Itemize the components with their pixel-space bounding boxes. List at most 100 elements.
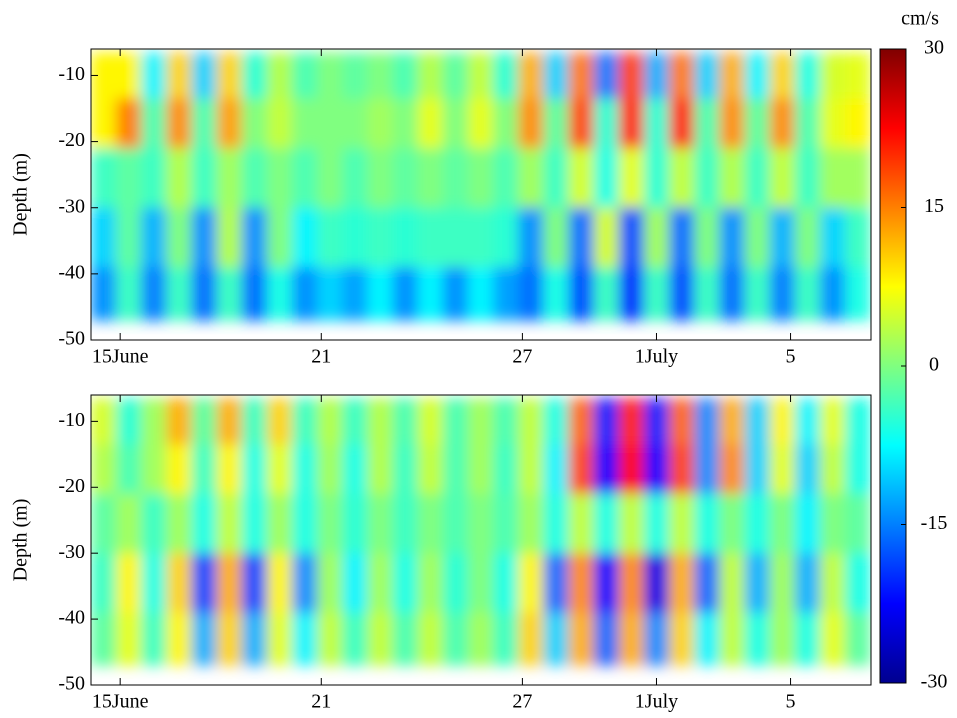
heatmap-cell — [266, 493, 293, 554]
heatmap-cell — [317, 148, 343, 209]
x-tick-label: 27 — [512, 346, 532, 368]
heatmap-cell — [291, 267, 318, 321]
heatmap-cell — [618, 267, 645, 321]
y-tick-label: -20 — [58, 475, 85, 497]
heatmap-cell — [568, 52, 595, 100]
heatmap-cell — [669, 98, 695, 149]
heatmap-cell — [266, 148, 293, 209]
heatmap-cell — [643, 148, 670, 209]
heatmap-cell — [769, 553, 796, 613]
heatmap-cell — [216, 612, 243, 666]
heatmap-cell — [694, 98, 720, 149]
heatmap-cell — [191, 553, 218, 613]
heatmap-cell — [819, 52, 846, 100]
heatmap-cell — [593, 612, 620, 666]
heatmap-cell — [141, 207, 167, 268]
heatmap-cell — [669, 444, 695, 495]
heatmap-cell — [618, 444, 645, 495]
heatmap-cell — [467, 493, 494, 554]
heatmap-cell — [769, 207, 796, 268]
heatmap-cell — [91, 267, 117, 321]
heatmap-cell — [417, 148, 444, 209]
heatmap-cell — [216, 98, 243, 149]
y-tick-label: -40 — [58, 607, 85, 629]
heatmap-cell — [719, 148, 745, 209]
heatmap-cell — [719, 207, 745, 268]
heatmap-cell — [191, 444, 218, 495]
heatmap-cell — [769, 267, 796, 321]
heatmap-cell — [643, 207, 670, 268]
heatmap-cell — [367, 207, 394, 268]
heatmap-cell — [744, 612, 771, 666]
heatmap-cell — [493, 207, 519, 268]
heatmap-cell — [342, 398, 368, 445]
heatmap-cell — [744, 267, 771, 321]
heatmap-cell — [845, 98, 871, 149]
plot-frame — [90, 48, 872, 341]
heatmap-cell — [367, 553, 394, 613]
heatmap-cell — [216, 444, 243, 495]
heatmap-cell — [342, 148, 368, 209]
heatmap-cell — [719, 493, 745, 554]
heatmap-cell — [719, 398, 745, 445]
heatmap-cell — [191, 398, 218, 445]
heatmap-cell — [669, 52, 695, 100]
heatmap-cell — [845, 267, 871, 321]
heatmap-cell — [392, 148, 419, 209]
heatmap-cell — [342, 493, 368, 554]
heatmap-cell — [342, 52, 368, 100]
heatmap-cell — [719, 444, 745, 495]
heatmap-cell — [216, 267, 243, 321]
heatmap-cell — [769, 52, 796, 100]
heatmap-cell — [141, 553, 167, 613]
heatmap-cell — [91, 444, 117, 495]
heatmap-cell — [593, 493, 620, 554]
heatmap-cell — [442, 98, 469, 149]
colorbar-tick-label: 15 — [924, 195, 944, 217]
heatmap-cell — [518, 207, 544, 268]
heatmap-cell — [568, 98, 595, 149]
heatmap-cell — [317, 553, 343, 613]
heatmap-cell — [191, 267, 218, 321]
heatmap-cell — [694, 398, 720, 445]
heatmap-cell — [291, 612, 318, 666]
heatmap-cell — [166, 148, 192, 209]
heatmap-cell — [241, 52, 268, 100]
heatmap-cell — [845, 444, 871, 495]
heatmap-cell — [618, 52, 645, 100]
heatmap-cell — [367, 98, 394, 149]
heatmap-cell — [442, 493, 469, 554]
heatmap-cell — [241, 612, 268, 666]
x-tick-label: 5 — [786, 691, 796, 713]
y-axis-label: Depth (m) — [10, 153, 32, 236]
heatmap-cell — [166, 267, 192, 321]
y-tick-label: -20 — [58, 129, 85, 151]
heatmap-cell — [568, 398, 595, 445]
heatmap-cell — [191, 612, 218, 666]
heatmap-cell — [417, 207, 444, 268]
heatmap-cell — [694, 493, 720, 554]
heatmap-cell — [166, 612, 192, 666]
colorbar-tick-label: 30 — [924, 37, 944, 59]
heatmap-cell — [392, 267, 419, 321]
heatmap-cell — [241, 207, 268, 268]
x-tick-label: 5 — [786, 346, 796, 368]
x-tick-label: 15June — [92, 691, 149, 713]
heatmap-cell — [618, 612, 645, 666]
heatmap-cell — [266, 444, 293, 495]
heatmap-cell — [845, 493, 871, 554]
heatmap-cell — [643, 98, 670, 149]
heatmap-cell — [719, 553, 745, 613]
heatmap-cell — [593, 444, 620, 495]
heatmap-cell — [91, 612, 117, 666]
heatmap-cell — [317, 612, 343, 666]
heatmap-cell — [467, 553, 494, 613]
heatmap-cell — [317, 444, 343, 495]
plot-area — [91, 52, 871, 321]
heatmap-cell — [417, 493, 444, 554]
heatmap-cell — [669, 553, 695, 613]
heatmap-cell — [291, 207, 318, 268]
heatmap-cell — [643, 267, 670, 321]
heatmap-cell — [367, 398, 394, 445]
